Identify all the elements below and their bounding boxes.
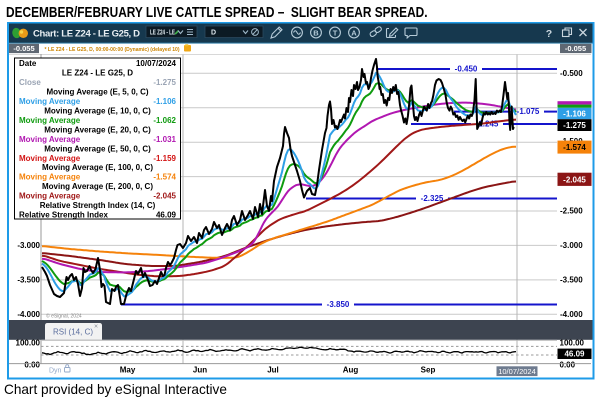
svg-text:-0.500: -0.500: [560, 69, 583, 78]
svg-text:* LE Z24 - LE G25, D, 00:00-00: * LE Z24 - LE G25, D, 00:00-00:00 (Dynam…: [45, 47, 180, 53]
svg-text:Moving Average (E, 100, 0, C): Moving Average (E, 100, 0, C): [42, 163, 153, 172]
svg-text:-3.850: -3.850: [327, 300, 350, 309]
svg-text:May: May: [120, 366, 136, 375]
svg-text:Moving Average (E, 50, 0, C): Moving Average (E, 50, 0, C): [44, 144, 151, 153]
svg-text:-1.075: -1.075: [517, 107, 540, 116]
svg-text:-4.000: -4.000: [560, 310, 583, 319]
svg-text:-2.045: -2.045: [153, 192, 176, 201]
svg-text:-0.055: -0.055: [565, 44, 586, 53]
svg-text:-1.106: -1.106: [153, 97, 176, 106]
svg-text:© eSignal, 2024: © eSignal, 2024: [46, 312, 82, 319]
svg-text:Jun: Jun: [193, 366, 207, 375]
svg-text:Moving Average (E, 5, 0, C): Moving Average (E, 5, 0, C): [46, 88, 148, 97]
svg-text:-3.000: -3.000: [560, 241, 583, 250]
svg-text:Moving Average: Moving Average: [19, 173, 81, 182]
svg-text:10/07/2024: 10/07/2024: [136, 59, 177, 68]
svg-text:-1.574: -1.574: [563, 143, 586, 152]
svg-text:B: B: [313, 28, 319, 37]
svg-text:-1.275: -1.275: [563, 121, 586, 130]
svg-text:-2.500: -2.500: [560, 207, 583, 216]
svg-text:-3.500: -3.500: [560, 276, 583, 285]
svg-text:T: T: [333, 28, 338, 37]
svg-text:Aug: Aug: [343, 366, 359, 375]
svg-text:?: ?: [546, 28, 552, 40]
svg-text:Date: Date: [19, 59, 37, 68]
svg-text:0.00: 0.00: [560, 361, 576, 370]
svg-text:Jul: Jul: [267, 366, 279, 375]
svg-text:-1.275: -1.275: [153, 78, 176, 87]
svg-text:Relative Strength Index (14, C: Relative Strength Index (14, C): [40, 201, 156, 210]
svg-text:0.00: 0.00: [24, 361, 40, 370]
svg-text:-1.062: -1.062: [153, 116, 176, 125]
svg-text:Dyn: Dyn: [49, 367, 62, 374]
svg-text:-1.106: -1.106: [563, 110, 586, 119]
svg-text:Moving Average (E, 20, 0, C): Moving Average (E, 20, 0, C): [44, 125, 151, 134]
svg-text:-1.031: -1.031: [153, 135, 176, 144]
svg-text:LE Z24 - LE: LE Z24 - LE: [150, 29, 175, 36]
svg-text:Moving Average: Moving Average: [19, 192, 81, 201]
svg-text:-4.000: -4.000: [17, 310, 40, 319]
svg-text:Relative Strength Index: Relative Strength Index: [19, 211, 108, 220]
svg-text:10/07/2024: 10/07/2024: [498, 367, 536, 376]
svg-text:Moving Average: Moving Average: [19, 154, 81, 163]
svg-text:100.00: 100.00: [16, 339, 41, 348]
svg-text:-1.159: -1.159: [153, 154, 176, 163]
svg-text:D: D: [211, 29, 216, 36]
svg-text:100.00: 100.00: [560, 339, 585, 348]
svg-text:Moving Average (E, 200, 0, C): Moving Average (E, 200, 0, C): [42, 182, 153, 191]
svg-text:-2.325: -2.325: [421, 194, 444, 203]
svg-text:-0.055: -0.055: [13, 44, 34, 53]
svg-text:-0.450: -0.450: [455, 65, 478, 74]
svg-text:Moving Average: Moving Average: [19, 135, 81, 144]
svg-text:RSI (14, C): RSI (14, C): [53, 328, 93, 337]
svg-text:-2.045: -2.045: [563, 175, 586, 184]
svg-text:Moving Average: Moving Average: [19, 97, 81, 106]
svg-text:Moving Average: Moving Average: [19, 116, 81, 125]
svg-text:LE Z24 - LE G25, D: LE Z24 - LE G25, D: [62, 69, 133, 78]
svg-text:-3.500: -3.500: [17, 276, 40, 285]
svg-text:-1.245: -1.245: [476, 120, 499, 129]
svg-text:A: A: [351, 28, 357, 37]
svg-text:46.09: 46.09: [564, 350, 585, 359]
svg-text:46.09: 46.09: [156, 211, 177, 220]
svg-text:Chart: LE Z24 - LE G25, D: Chart: LE Z24 - LE G25, D: [33, 28, 140, 39]
svg-text:-1.574: -1.574: [153, 173, 176, 182]
svg-text:Moving Average (E, 10, 0, C): Moving Average (E, 10, 0, C): [44, 106, 151, 115]
svg-text:-3.000: -3.000: [17, 241, 40, 250]
svg-text:Close: Close: [19, 78, 41, 87]
svg-text:Sep: Sep: [421, 366, 436, 375]
svg-text:×: ×: [94, 324, 98, 331]
